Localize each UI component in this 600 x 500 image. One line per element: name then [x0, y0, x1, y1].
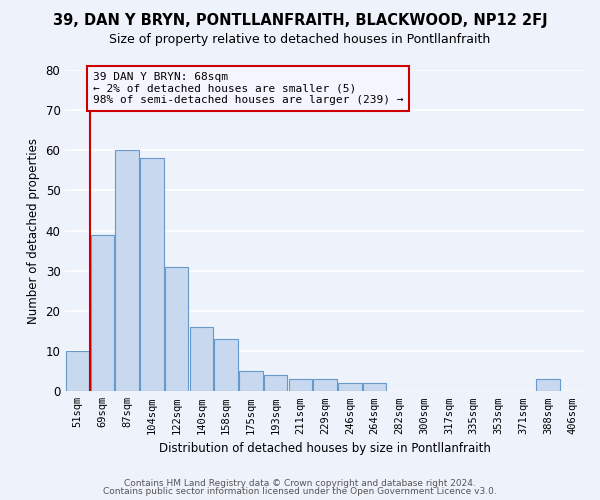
Bar — [214, 339, 238, 392]
Bar — [91, 234, 114, 392]
Text: Contains HM Land Registry data © Crown copyright and database right 2024.: Contains HM Land Registry data © Crown c… — [124, 478, 476, 488]
Bar — [66, 351, 89, 392]
Bar — [190, 327, 213, 392]
Bar — [338, 384, 362, 392]
Bar — [536, 380, 560, 392]
Text: 39, DAN Y BRYN, PONTLLANFRAITH, BLACKWOOD, NP12 2FJ: 39, DAN Y BRYN, PONTLLANFRAITH, BLACKWOO… — [53, 12, 547, 28]
Bar — [140, 158, 164, 392]
Text: Contains public sector information licensed under the Open Government Licence v3: Contains public sector information licen… — [103, 487, 497, 496]
Text: Size of property relative to detached houses in Pontllanfraith: Size of property relative to detached ho… — [109, 32, 491, 46]
Y-axis label: Number of detached properties: Number of detached properties — [27, 138, 40, 324]
Bar — [264, 375, 287, 392]
Text: 39 DAN Y BRYN: 68sqm
← 2% of detached houses are smaller (5)
98% of semi-detache: 39 DAN Y BRYN: 68sqm ← 2% of detached ho… — [92, 72, 403, 105]
X-axis label: Distribution of detached houses by size in Pontllanfraith: Distribution of detached houses by size … — [159, 442, 491, 455]
Bar — [165, 267, 188, 392]
Bar — [363, 384, 386, 392]
Bar — [313, 380, 337, 392]
Bar — [115, 150, 139, 392]
Bar — [239, 371, 263, 392]
Bar — [289, 380, 312, 392]
